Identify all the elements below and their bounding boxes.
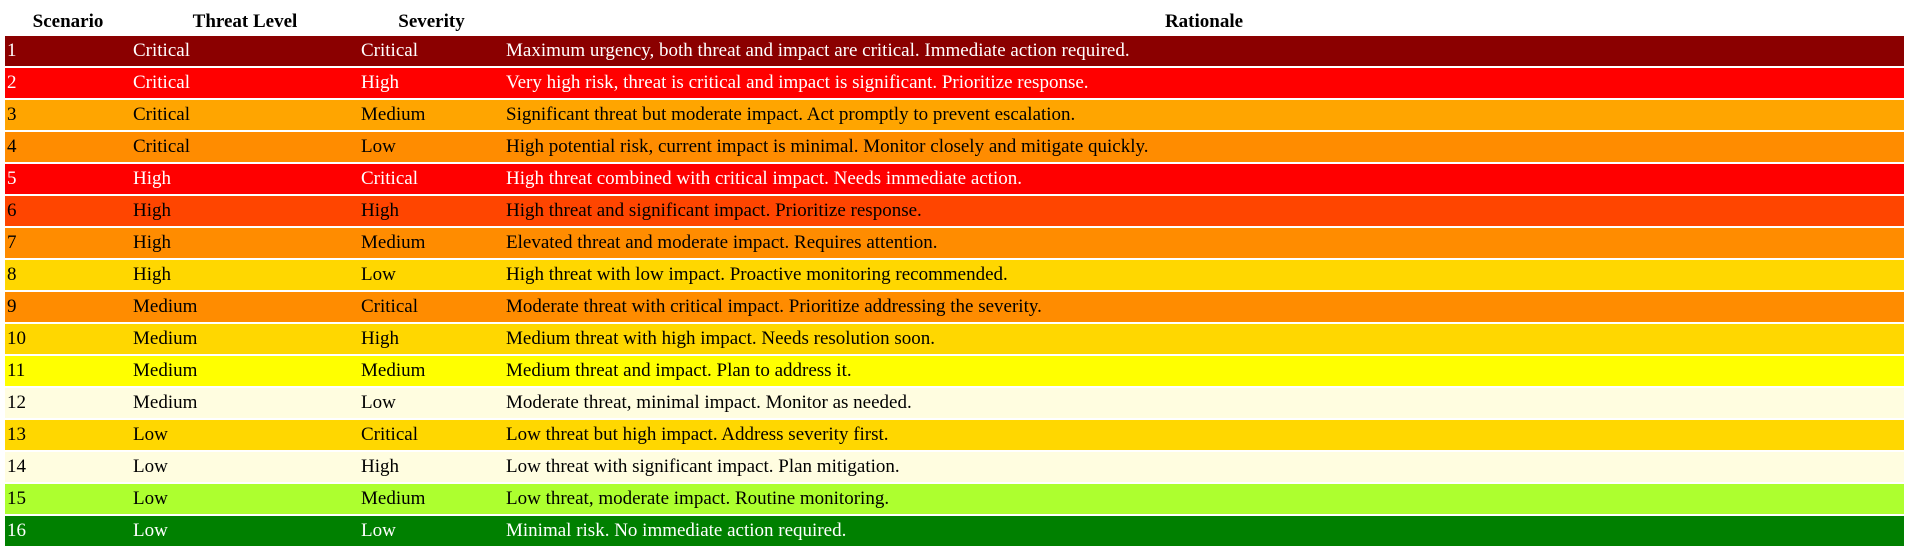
severity-cell: Low (361, 392, 396, 413)
header-row: Scenario Threat Level Severity Rationale (5, 10, 1904, 34)
scenario-cell: 2 (7, 72, 17, 93)
threat-level-cell: Critical (133, 72, 190, 93)
table-row: 10 Medium High Medium threat with high impa… (5, 324, 1904, 354)
severity-cell: Critical (361, 424, 418, 445)
threat-level-cell: High (133, 232, 171, 253)
table-row: 16 Low Low Minimal risk. No immediate actio… (5, 516, 1904, 546)
threat-level-cell: Medium (133, 360, 198, 381)
severity-cell: Low (361, 520, 396, 541)
rationale-cell: Medium threat with high impact. Needs re… (506, 328, 936, 349)
scenario-cell: 6 (7, 200, 17, 221)
threat-level-cell: Low (133, 520, 168, 541)
table-row: 9 Medium Critical Moderate threat with crit… (5, 292, 1904, 322)
header-scenario: Scenario (32, 11, 104, 32)
scenario-cell: 4 (7, 136, 17, 157)
threat-level-cell: High (133, 200, 171, 221)
rationale-cell: Low threat but high impact. Address seve… (506, 424, 889, 445)
threat-level-cell: Low (133, 424, 168, 445)
table-row: 13 Low Critical Low threat but high impact.… (5, 420, 1904, 450)
rationale-cell: Minimal risk. No immediate action requir… (506, 520, 847, 541)
scenario-cell: 3 (7, 104, 17, 125)
scenario-cell: 1 (7, 40, 17, 61)
rationale-cell: Medium threat and impact. Plan to addres… (506, 360, 852, 381)
table-row: 7 High Medium Elevated threat and moderate … (5, 228, 1904, 258)
table-row: 3 Critical Medium Significant threat but mo… (5, 100, 1904, 130)
scenario-cell: 15 (7, 488, 26, 509)
rationale-cell: High threat with low impact. Proactive m… (506, 264, 1008, 285)
scenario-cell: 8 (7, 264, 17, 285)
severity-cell: Medium (361, 360, 426, 381)
threat-level-cell: Low (133, 456, 168, 477)
severity-cell: High (361, 456, 399, 477)
rationale-cell: High potential risk, current impact is m… (506, 136, 1149, 157)
severity-cell: Low (361, 136, 396, 157)
scenario-cell: 5 (7, 168, 17, 189)
scenario-cell: 9 (7, 296, 17, 317)
threat-level-cell: Low (133, 488, 168, 509)
header-rationale: Rationale (1164, 11, 1244, 32)
rationale-cell: High threat combined with critical impac… (506, 168, 1022, 189)
severity-cell: High (361, 200, 399, 221)
table-row: 15 Low Medium Low threat, moderate impact. … (5, 484, 1904, 514)
severity-cell: Critical (361, 296, 418, 317)
threat-level-cell: Medium (133, 392, 198, 413)
severity-cell: Medium (361, 232, 426, 253)
rationale-cell: High threat and significant impact. Prio… (506, 200, 922, 221)
rationale-cell: Low threat with significant impact. Plan… (506, 456, 900, 477)
rationale-cell: Maximum urgency, both threat and impact … (506, 40, 1130, 61)
table-row: 8 High Low High threat with low impact. Pro… (5, 260, 1904, 290)
table-header: Scenario Threat Level Severity Rationale (5, 10, 1904, 34)
severity-cell: Critical (361, 168, 418, 189)
severity-cell: High (361, 72, 399, 93)
scenario-cell: 7 (7, 232, 17, 253)
scenario-cell: 14 (7, 456, 26, 477)
table-row: 4 Critical Low High potential risk, current… (5, 132, 1904, 162)
table-row: 5 High Critical High threat combined with c… (5, 164, 1904, 194)
scenario-cell: 16 (7, 520, 26, 541)
table-row: 2 Critical High Very high risk, threat is c… (5, 68, 1904, 98)
risk-matrix-table: Scenario Threat Level Severity Rationale… (5, 8, 1904, 548)
scenario-cell: 11 (7, 360, 26, 381)
table-body: 1 Critical Critical Maximum urgency, both t… (5, 36, 1904, 546)
threat-level-cell: Critical (133, 104, 190, 125)
severity-cell: Low (361, 264, 396, 285)
rationale-cell: Moderate threat, minimal impact. Monitor… (506, 392, 912, 413)
header-severity: Severity (398, 11, 465, 32)
rationale-cell: Moderate threat with critical impact. Pr… (506, 296, 1042, 317)
scenario-cell: 13 (7, 424, 26, 445)
threat-level-cell: Critical (133, 40, 190, 61)
threat-level-cell: High (133, 168, 171, 189)
scenario-cell: 12 (7, 392, 26, 413)
severity-cell: Medium (361, 104, 426, 125)
threat-level-cell: Medium (133, 296, 198, 317)
rationale-cell: Low threat, moderate impact. Routine mon… (506, 488, 890, 509)
header-threat-level: Threat Level (192, 11, 298, 32)
severity-cell: High (361, 328, 399, 349)
table-row: 12 Medium Low Moderate threat, minimal impa… (5, 388, 1904, 418)
threat-level-cell: High (133, 264, 171, 285)
threat-level-cell: Medium (133, 328, 198, 349)
rationale-cell: Significant threat but moderate impact. … (506, 104, 1076, 125)
rationale-cell: Very high risk, threat is critical and i… (506, 72, 1089, 93)
threat-level-cell: Critical (133, 136, 190, 157)
scenario-cell: 10 (7, 328, 26, 349)
severity-cell: Critical (361, 40, 418, 61)
table-row: 1 Critical Critical Maximum urgency, both t… (5, 36, 1904, 66)
table-row: 14 Low High Low threat with significant imp… (5, 452, 1904, 482)
table-row: 11 Medium Medium Medium threat and impact. … (5, 356, 1904, 386)
severity-cell: Medium (361, 488, 426, 509)
rationale-cell: Elevated threat and moderate impact. Req… (506, 232, 938, 253)
table-row: 6 High High High threat and significant imp… (5, 196, 1904, 226)
